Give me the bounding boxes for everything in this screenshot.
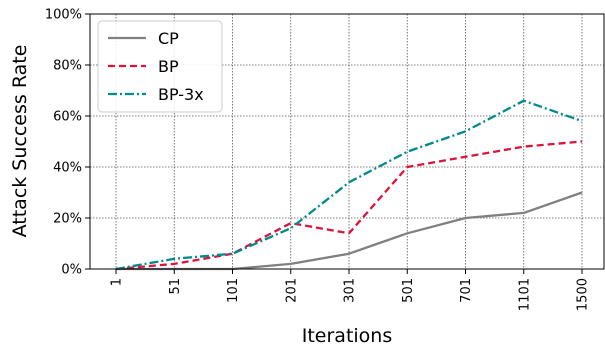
plot-frame	[89, 13, 605, 270]
x-tick-label: 1500	[576, 278, 591, 311]
x-tick-label: 501	[401, 278, 416, 303]
legend-box	[97, 20, 223, 113]
y-tick-label: 80%	[53, 59, 82, 74]
legend-label: BP-3x	[158, 85, 204, 104]
x-axis: 1 51 101 201 301 501 701 1101 1500	[110, 269, 591, 311]
series-line-bp-3x	[115, 99, 583, 271]
x-tick-label: 101	[226, 278, 241, 303]
legend-label: CP	[158, 29, 179, 48]
series-line-bp	[115, 140, 583, 271]
x-axis-title: Iterations	[302, 325, 393, 347]
legend: CP BP BP-3x	[97, 20, 223, 113]
x-tick-label: 201	[284, 278, 299, 303]
x-tick-label: 301	[343, 278, 358, 303]
x-tick-label: 51	[168, 278, 183, 295]
y-tick-label: 100%	[45, 8, 82, 23]
x-tick-label: 701	[459, 278, 474, 303]
y-axis-title: Attack Success Rate	[9, 45, 31, 238]
x-tick-label: 1	[110, 278, 125, 286]
legend-label: BP	[158, 57, 179, 76]
y-tick-label: 60%	[53, 110, 82, 125]
y-tick-label: 20%	[53, 212, 82, 227]
y-tick-label: 40%	[53, 161, 82, 176]
y-tick-label: 0%	[61, 263, 82, 278]
x-tick-label: 1101	[517, 278, 532, 311]
y-axis: 0% 20% 40% 60% 80% 100%	[45, 8, 90, 278]
